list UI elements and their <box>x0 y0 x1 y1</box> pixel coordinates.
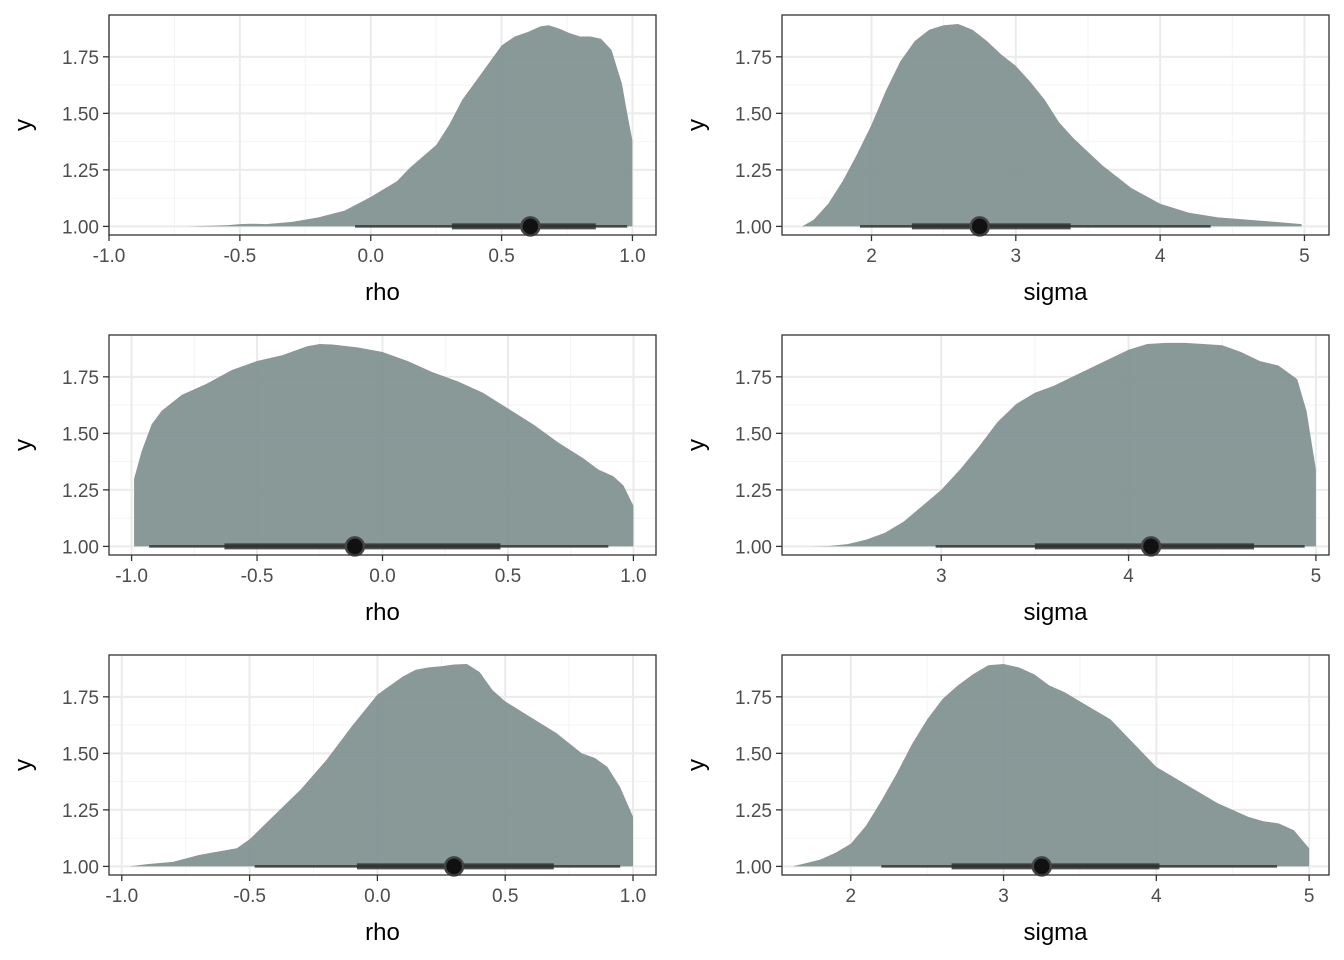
panel-2: 2 3 4 5 1.00 1.25 1.50 1.75 sigma y <box>683 14 1330 306</box>
x-tick-label: -1.0 <box>115 566 148 587</box>
x-tick-label: 0.5 <box>495 566 521 587</box>
x-tick-label: 1.0 <box>620 886 646 907</box>
x-tick-label: -0.5 <box>241 566 274 587</box>
x-tick-label: 0.0 <box>369 566 395 587</box>
panel-3: -1.0 -0.5 0.0 0.5 1.0 1.00 1.25 1.50 1.75 rho y <box>10 334 657 626</box>
density-area <box>129 664 633 867</box>
x-tick-label: -0.5 <box>233 886 266 907</box>
x-axis-title: rho <box>365 599 400 626</box>
x-tick-label: 0.0 <box>358 246 384 267</box>
x-tick-label: -1.0 <box>93 246 126 267</box>
x-tick-label: 5 <box>1299 246 1310 267</box>
x-axis-title: rho <box>365 279 400 306</box>
x-tick-label: 3 <box>936 566 947 587</box>
y-axis-title: y <box>683 119 710 131</box>
panel-border <box>781 334 1330 556</box>
panel-border <box>108 14 657 236</box>
x-tick-label: 2 <box>845 886 856 907</box>
panel-4: 3 4 5 1.00 1.25 1.50 1.75 sigma y <box>683 334 1330 626</box>
y-axis-title: y <box>10 439 37 451</box>
y-tick-label: 1.75 <box>735 48 772 69</box>
y-tick-label: 1.50 <box>62 744 99 765</box>
x-tick-label: 0.0 <box>364 886 390 907</box>
x-tick-label: 5 <box>1304 886 1315 907</box>
y-tick-label: 1.00 <box>62 857 99 878</box>
y-tick-label: 1.25 <box>735 161 772 182</box>
y-tick-label: 1.50 <box>62 424 99 445</box>
point-estimate <box>1031 856 1052 877</box>
density-area <box>791 342 1316 547</box>
y-tick-label: 1.00 <box>735 857 772 878</box>
y-tick-label: 1.00 <box>735 537 772 558</box>
y-axis-title: y <box>683 439 710 451</box>
y-tick-label: 1.75 <box>735 688 772 709</box>
density-area <box>792 664 1310 867</box>
y-tick-label: 1.25 <box>62 801 99 822</box>
x-tick-label: 4 <box>1123 566 1134 587</box>
y-tick-label: 1.50 <box>62 104 99 125</box>
x-tick-label: 2 <box>866 246 877 267</box>
panel-border <box>108 654 657 876</box>
y-tick-label: 1.25 <box>62 481 99 502</box>
y-tick-label: 1.00 <box>735 217 772 238</box>
x-axis-title: sigma <box>1023 919 1088 946</box>
x-tick-label: 3 <box>1011 246 1022 267</box>
x-tick-label: -0.5 <box>223 246 256 267</box>
x-tick-label: 4 <box>1155 246 1166 267</box>
panel-6: 2 3 4 5 1.00 1.25 1.50 1.75 sigma y <box>683 654 1330 946</box>
density-area <box>134 344 634 547</box>
y-tick-label: 1.75 <box>62 368 99 389</box>
x-axis-title: sigma <box>1023 599 1088 626</box>
x-tick-label: 5 <box>1311 566 1322 587</box>
y-tick-label: 1.00 <box>62 217 99 238</box>
y-tick-label: 1.75 <box>62 48 99 69</box>
point-estimate <box>1140 536 1162 557</box>
y-axis-title: y <box>10 119 37 131</box>
x-tick-label: -1.0 <box>105 886 138 907</box>
y-axis-title: y <box>683 759 710 771</box>
y-tick-label: 1.00 <box>62 537 99 558</box>
x-tick-label: 0.5 <box>488 246 514 267</box>
panel-border <box>781 14 1330 236</box>
x-axis-title: sigma <box>1023 279 1088 306</box>
y-tick-label: 1.75 <box>735 368 772 389</box>
y-tick-label: 1.25 <box>735 801 772 822</box>
x-tick-label: 3 <box>998 886 1009 907</box>
point-estimate <box>520 216 541 237</box>
y-tick-label: 1.25 <box>735 481 772 502</box>
point-estimate <box>443 856 465 877</box>
x-tick-label: 1.0 <box>620 566 646 587</box>
density-area <box>802 24 1302 227</box>
x-axis-title: rho <box>365 919 400 946</box>
x-tick-label: 0.5 <box>492 886 518 907</box>
panel-border <box>781 654 1330 876</box>
point-estimate <box>969 216 990 237</box>
point-estimate <box>344 536 366 557</box>
y-tick-label: 1.50 <box>735 744 772 765</box>
y-tick-label: 1.75 <box>62 688 99 709</box>
x-tick-label: 4 <box>1151 886 1162 907</box>
y-tick-label: 1.50 <box>735 104 772 125</box>
x-tick-label: 1.0 <box>619 246 645 267</box>
y-tick-label: 1.50 <box>735 424 772 445</box>
panel-5: -1.0 -0.5 0.0 0.5 1.0 1.00 1.25 1.50 1.75 rho y <box>10 654 657 946</box>
y-tick-label: 1.25 <box>62 161 99 182</box>
y-axis-title: y <box>10 759 37 771</box>
panel-1: -1.0 -0.5 0.0 0.5 1.0 1.00 1.25 1.50 1.75 rho y <box>10 14 657 306</box>
density-area <box>127 25 633 227</box>
